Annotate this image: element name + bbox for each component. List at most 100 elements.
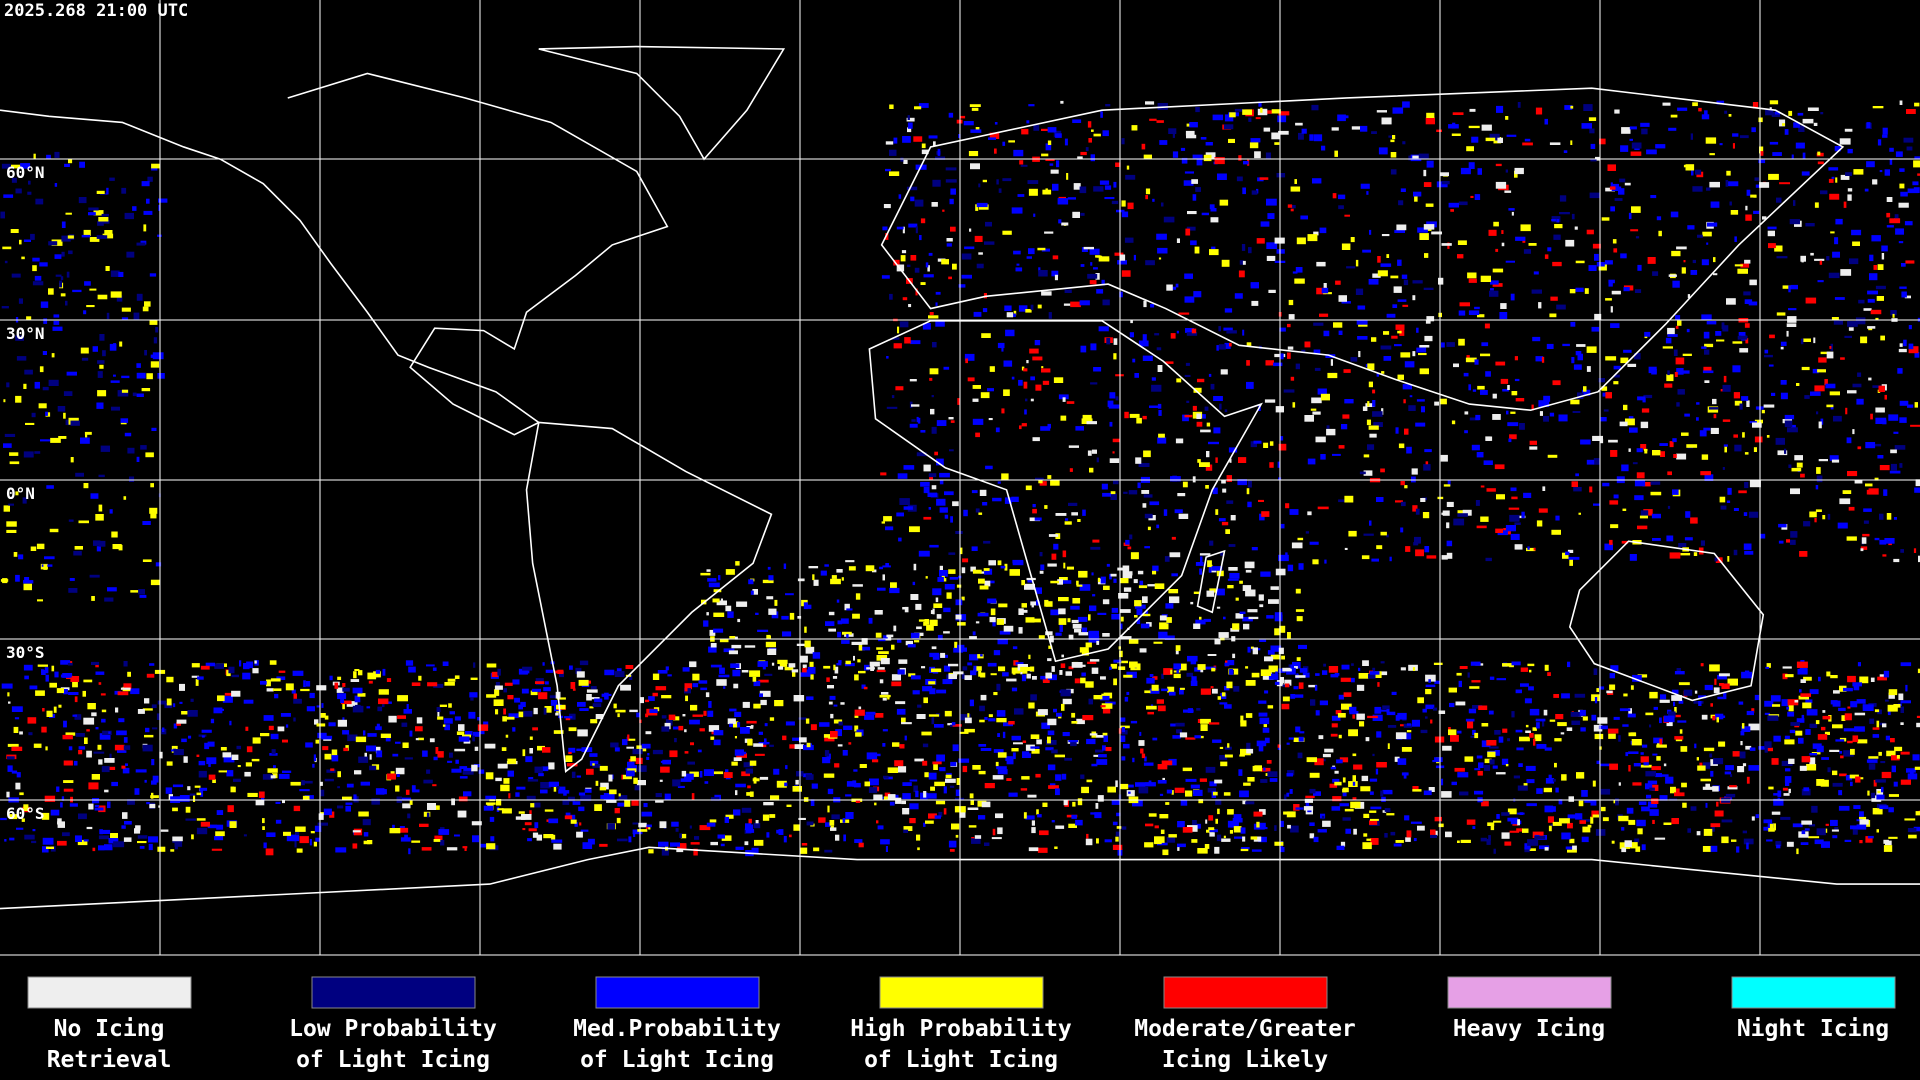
icing-pixel <box>1343 369 1351 373</box>
icing-pixel <box>713 589 722 593</box>
icing-pixel <box>96 190 105 194</box>
icing-pixel <box>1187 211 1197 215</box>
icing-pixel <box>1660 694 1667 700</box>
icing-pixel <box>19 239 22 245</box>
icing-pixel <box>1618 782 1621 786</box>
icing-pixel <box>1281 655 1285 660</box>
icing-pixel <box>342 730 350 735</box>
icing-pixel <box>1647 801 1658 808</box>
icing-pixel <box>615 709 626 713</box>
icing-pixel <box>1681 782 1687 788</box>
icing-pixel <box>1304 415 1314 422</box>
icing-pixel <box>1358 673 1369 679</box>
icing-pixel <box>45 674 49 682</box>
icing-pixel <box>1882 134 1888 138</box>
icing-pixel <box>909 779 918 782</box>
icing-pixel <box>1015 662 1024 665</box>
icing-pixel <box>1890 310 1897 316</box>
icing-pixel <box>916 626 922 630</box>
icing-pixel <box>548 781 559 787</box>
icing-pixel <box>1157 437 1167 444</box>
icing-pixel <box>1845 775 1853 781</box>
icing-pixel <box>1478 762 1484 768</box>
icing-pixel <box>95 663 99 668</box>
icing-pixel <box>1878 751 1882 756</box>
icing-pixel <box>1057 579 1063 585</box>
icing-pixel <box>851 641 863 645</box>
icing-pixel <box>791 669 799 673</box>
icing-pixel <box>1610 206 1615 212</box>
icing-pixel <box>910 255 917 261</box>
icing-pixel <box>1093 267 1098 270</box>
icing-pixel <box>1064 757 1072 761</box>
icing-pixel <box>1210 383 1215 390</box>
icing-pixel <box>503 708 506 715</box>
icing-pixel <box>1395 427 1399 434</box>
icing-pixel <box>4 839 7 842</box>
icing-pixel <box>1173 673 1181 679</box>
icing-pixel <box>1494 750 1500 756</box>
icing-pixel <box>587 838 595 845</box>
icing-pixel <box>1715 713 1724 720</box>
icing-pixel <box>996 619 1004 625</box>
icing-pixel <box>679 844 687 849</box>
icing-pixel <box>1888 689 1898 696</box>
icing-pixel <box>1507 808 1517 815</box>
icing-pixel <box>1635 846 1641 852</box>
icing-pixel <box>1077 616 1088 622</box>
icing-pixel <box>1390 275 1399 279</box>
icing-pixel <box>1677 720 1687 723</box>
icing-pixel <box>54 254 62 259</box>
icing-pixel <box>1400 188 1406 192</box>
icing-pixel <box>898 766 907 773</box>
icing-pixel <box>1158 257 1162 260</box>
icing-pixel <box>1400 352 1411 358</box>
icing-pixel <box>1636 819 1646 827</box>
icing-pixel <box>423 779 433 784</box>
icing-pixel <box>558 786 566 792</box>
icing-pixel <box>530 803 535 808</box>
icing-pixel <box>1292 666 1298 669</box>
icing-pixel <box>1668 127 1677 131</box>
icing-pixel <box>74 546 83 550</box>
icing-pixel <box>1153 641 1163 644</box>
icing-pixel <box>1015 267 1023 272</box>
icing-pixel <box>1501 230 1504 234</box>
icing-pixel <box>1581 123 1592 129</box>
icing-pixel <box>1628 448 1631 452</box>
icing-pixel <box>84 737 88 744</box>
icing-pixel <box>1845 407 1848 415</box>
icing-pixel <box>794 744 804 749</box>
icing-pixel <box>1303 806 1314 811</box>
icing-pixel <box>1298 644 1307 649</box>
icing-pixel <box>1026 360 1029 364</box>
icing-pixel <box>1852 241 1860 246</box>
icing-pixel <box>1594 697 1598 704</box>
icing-pixel <box>922 760 928 766</box>
icing-pixel <box>1627 713 1636 718</box>
icing-pixel <box>741 807 752 813</box>
icing-pixel <box>1855 317 1866 325</box>
icing-pixel <box>1842 490 1852 494</box>
icing-pixel <box>1211 667 1216 672</box>
icing-pixel <box>1058 716 1062 719</box>
icing-pixel <box>81 357 89 361</box>
icing-pixel <box>1164 556 1170 562</box>
icing-pixel <box>1913 826 1920 832</box>
icing-pixel <box>123 496 127 500</box>
icing-pixel <box>1310 408 1317 411</box>
icing-pixel <box>693 848 698 856</box>
icing-pixel <box>1703 762 1711 769</box>
icing-pixel <box>1164 635 1175 640</box>
icing-pixel <box>1576 772 1585 779</box>
icing-pixel <box>1402 101 1410 108</box>
icing-pixel <box>1607 164 1616 171</box>
icing-pixel <box>1229 112 1236 118</box>
icing-pixel <box>438 829 450 835</box>
icing-pixel <box>616 817 621 824</box>
icing-pixel <box>858 842 864 848</box>
icing-pixel <box>1575 260 1585 264</box>
icing-pixel <box>1087 121 1092 128</box>
icing-pixel <box>368 680 373 684</box>
icing-pixel <box>1103 692 1113 699</box>
